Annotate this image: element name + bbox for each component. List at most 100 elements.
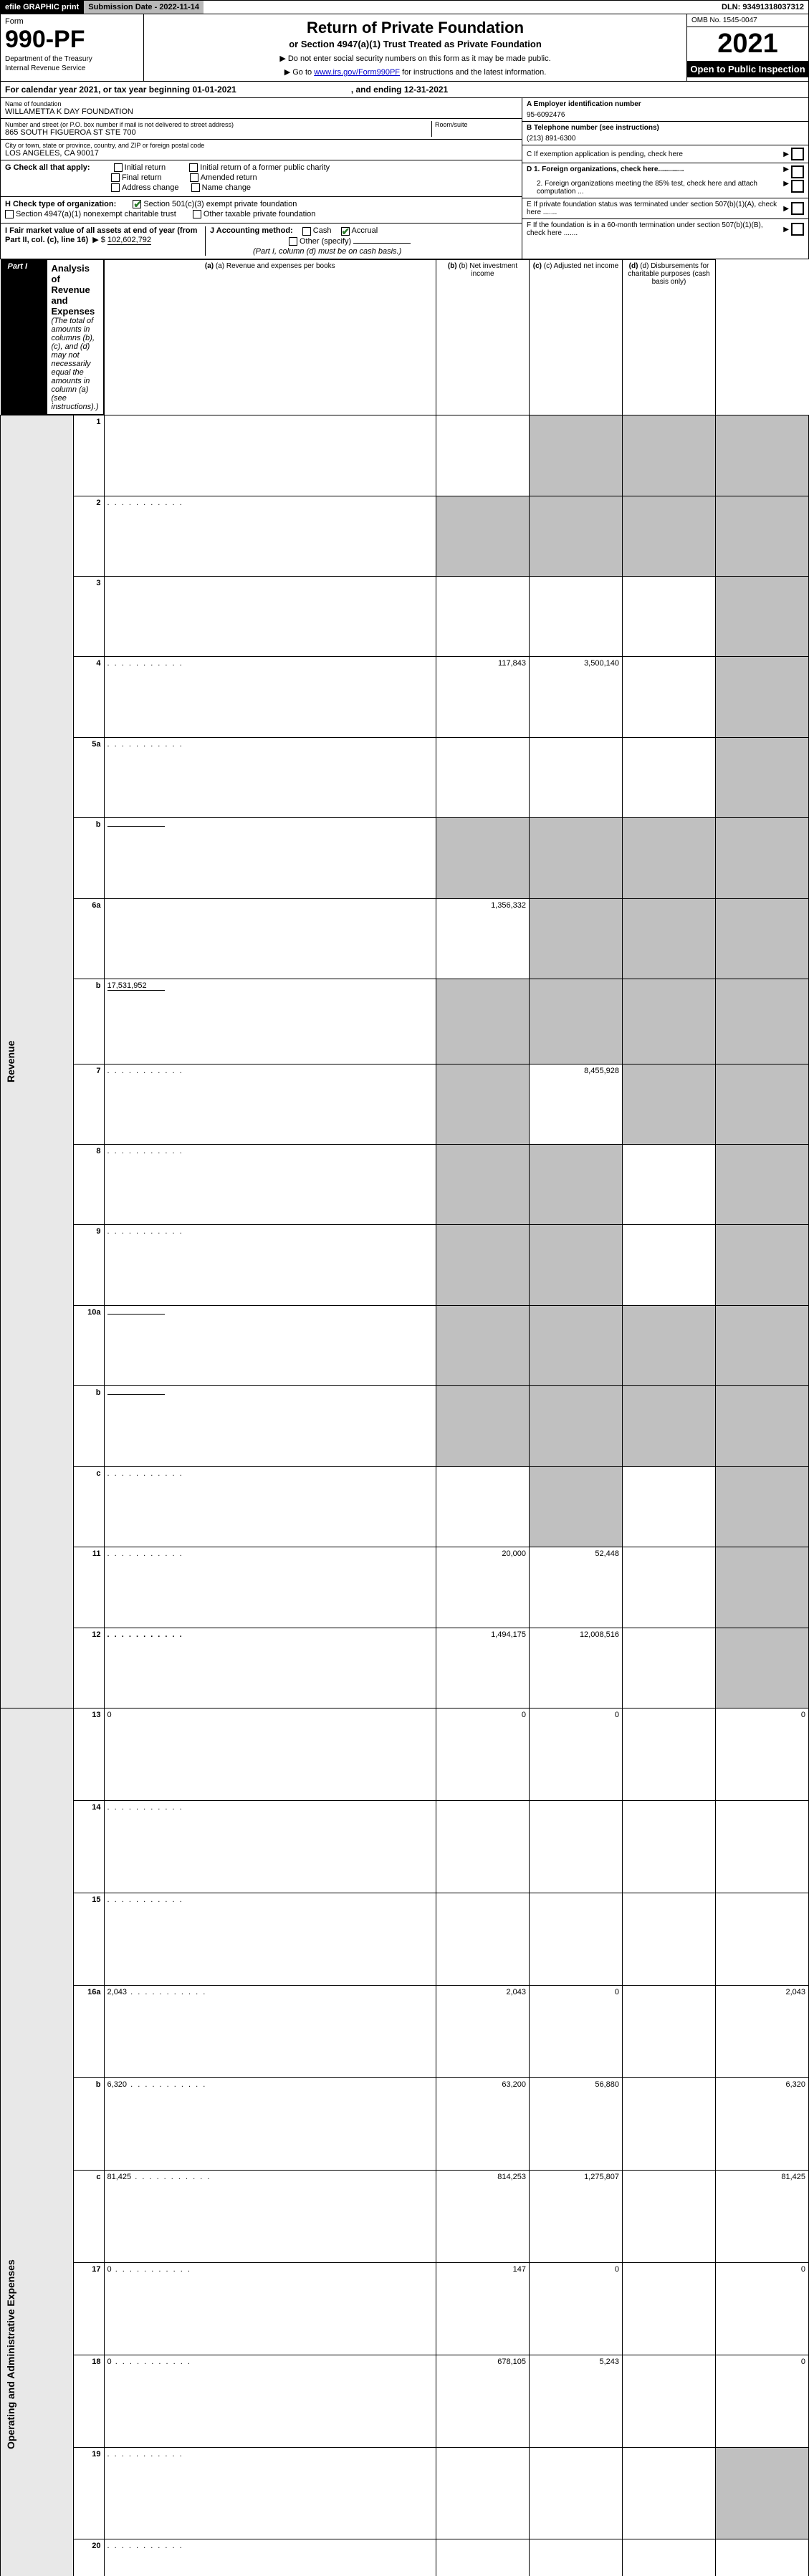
inline-field	[107, 1314, 165, 1315]
cell-a: 117,843	[436, 657, 530, 737]
form-header: Form 990-PF Department of the Treasury I…	[0, 14, 809, 82]
cell-b	[530, 2539, 623, 2576]
cell-a	[436, 1064, 530, 1144]
row-description	[104, 737, 436, 817]
cell-a: 678,105	[436, 2355, 530, 2447]
cell-d	[716, 657, 809, 737]
instr2-post: for instructions and the latest informat…	[400, 68, 546, 77]
501c3-checkbox[interactable]	[133, 200, 141, 208]
cell-a: 0	[436, 1708, 530, 1801]
cell-c	[623, 1305, 716, 1385]
cell-c	[623, 1801, 716, 1893]
cell-a	[436, 737, 530, 817]
foreign-85-checkbox[interactable]	[791, 180, 804, 193]
ein: 95-6092476	[527, 111, 804, 119]
table-row: 4117,8433,500,140	[1, 657, 809, 737]
g-initial-former: Initial return of a former public charit…	[200, 163, 330, 172]
h-other: Other taxable private foundation	[204, 210, 316, 218]
row-number: 17	[74, 2262, 104, 2355]
table-row: 5a	[1, 737, 809, 817]
cell-b	[530, 1305, 623, 1385]
table-row: c	[1, 1466, 809, 1547]
cell-a: 1,494,175	[436, 1628, 530, 1708]
table-row: 15	[1, 1893, 809, 1986]
row-number: 12	[74, 1628, 104, 1708]
cell-d	[716, 1547, 809, 1628]
exemption-pending-checkbox[interactable]	[791, 148, 804, 160]
table-row: 180678,1055,2430	[1, 2355, 809, 2447]
col-b-header: (b) (b) Net investment income	[436, 259, 530, 415]
4947-checkbox[interactable]	[5, 210, 14, 218]
name-label: Name of foundation	[5, 100, 517, 107]
row-number: 19	[74, 2447, 104, 2539]
calyear-begin: For calendar year 2021, or tax year begi…	[5, 85, 236, 95]
row-number: 7	[74, 1064, 104, 1144]
row-number: 20	[74, 2539, 104, 2576]
row-description	[104, 2539, 436, 2576]
cell-d	[716, 577, 809, 657]
address-change-checkbox[interactable]	[111, 183, 120, 192]
cell-a	[436, 1466, 530, 1547]
inline-field: 17,531,952	[107, 981, 165, 991]
final-return-checkbox[interactable]	[111, 173, 120, 182]
cell-d	[716, 2539, 809, 2576]
other-taxable-checkbox[interactable]	[193, 210, 201, 218]
efile-label: efile GRAPHIC print	[1, 1, 83, 14]
col-b-text: (b) Net investment income	[459, 262, 517, 278]
cell-c	[623, 1145, 716, 1225]
room-label: Room/suite	[435, 121, 517, 128]
table-row: 1120,00052,448	[1, 1547, 809, 1628]
row-number: b	[74, 1386, 104, 1466]
cell-a	[436, 2539, 530, 2576]
row-description: 81,425	[104, 2170, 436, 2262]
e-label: E If private foundation status was termi…	[527, 201, 781, 216]
accrual-checkbox[interactable]	[341, 227, 350, 236]
cell-c	[623, 2539, 716, 2576]
table-row: 2	[1, 496, 809, 576]
j-other: Other (specify)	[300, 237, 351, 246]
entity-info: Name of foundation WILLAMETTA K DAY FOUN…	[0, 98, 809, 259]
name-change-checkbox[interactable]	[191, 183, 200, 192]
cell-a: 1,356,332	[436, 898, 530, 979]
irs-link[interactable]: www.irs.gov/Form990PF	[314, 68, 400, 77]
other-method-checkbox[interactable]	[289, 237, 297, 246]
tel-cell: B Telephone number (see instructions) (2…	[522, 122, 808, 145]
cell-a	[436, 979, 530, 1064]
cash-checkbox[interactable]	[302, 227, 311, 236]
table-row: Revenue1	[1, 415, 809, 496]
j-cash: Cash	[313, 226, 332, 235]
table-row: 121,494,17512,008,516	[1, 1628, 809, 1708]
opex-side-label: Operating and Administrative Expenses	[4, 1711, 18, 2576]
telephone: (213) 891-6300	[527, 135, 804, 143]
cell-a	[436, 496, 530, 576]
cell-d	[716, 496, 809, 576]
row-description	[104, 1628, 436, 1708]
amended-return-checkbox[interactable]	[190, 173, 198, 182]
row-description	[104, 1225, 436, 1305]
cell-a: 147	[436, 2262, 530, 2355]
row-description	[104, 657, 436, 737]
table-row: 16a2,0432,04302,043	[1, 1985, 809, 2077]
table-row: 6a1,356,332	[1, 898, 809, 979]
60-month-checkbox[interactable]	[791, 223, 804, 236]
j-label: J Accounting method:	[210, 226, 293, 235]
initial-former-checkbox[interactable]	[189, 163, 198, 172]
cell-d	[716, 1466, 809, 1547]
section-h: H Check type of organization: Section 50…	[1, 197, 522, 224]
section-g: G Check all that apply: Initial return I…	[1, 160, 522, 197]
col-a-header: (a) (a) Revenue and expenses per books	[104, 259, 436, 415]
cell-c	[623, 1225, 716, 1305]
cell-b	[530, 818, 623, 898]
row-description	[104, 1064, 436, 1144]
foreign-org-checkbox[interactable]	[791, 165, 804, 178]
submission-date: Submission Date - 2022-11-14	[83, 1, 204, 14]
g-label: G Check all that apply:	[5, 163, 90, 172]
e-cell: E If private foundation status was termi…	[522, 198, 808, 219]
cell-c	[623, 2355, 716, 2447]
initial-return-checkbox[interactable]	[114, 163, 123, 172]
row-description	[104, 1801, 436, 1893]
cell-d	[716, 1386, 809, 1466]
row-description	[104, 577, 436, 657]
row-number: 1	[74, 415, 104, 496]
status-terminated-checkbox[interactable]	[791, 202, 804, 215]
